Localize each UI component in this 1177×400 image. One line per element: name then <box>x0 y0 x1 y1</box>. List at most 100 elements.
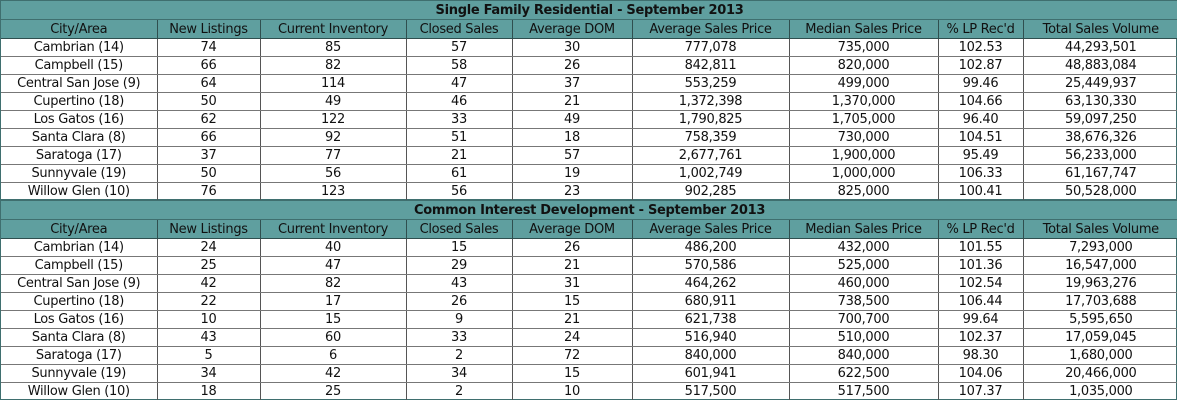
table-row: Central San Jose (9) 42 82 43 31 464,262 460,0… <box>1 274 1177 293</box>
value-cell: 25 <box>157 256 261 275</box>
table-row: Los Gatos (16) 10 15 9 21 621,738 700,700 99.64… <box>1 310 1177 329</box>
value-cell: 601,941 <box>632 364 790 383</box>
value-cell: 486,200 <box>632 238 790 257</box>
value-cell: 44,293,501 <box>1023 38 1177 57</box>
value-cell: 730,000 <box>789 128 939 147</box>
value-cell: 34 <box>406 364 513 383</box>
value-cell: 460,000 <box>789 274 939 293</box>
value-cell: 42 <box>157 274 261 293</box>
value-cell: 25 <box>260 382 407 400</box>
value-cell: 1,900,000 <box>789 146 939 165</box>
column-header: City/Area <box>1 19 158 39</box>
city-cell: Santa Clara (8) <box>1 128 158 147</box>
value-cell: 570,586 <box>632 256 790 275</box>
value-cell: 95.49 <box>938 146 1024 165</box>
value-cell: 26 <box>512 238 633 257</box>
table-row: Saratoga (17) 37 77 21 57 2,677,761 1,900,000 9… <box>1 146 1177 165</box>
value-cell: 59,097,250 <box>1023 110 1177 129</box>
table-row: Sunnyvale (19) 50 56 61 19 1,002,749 1,000,000… <box>1 164 1177 183</box>
data-table: Single Family Residential - September 20… <box>1 1 1177 200</box>
value-cell: 61,167,747 <box>1023 164 1177 183</box>
column-header: Total Sales Volume <box>1023 19 1177 39</box>
column-header: Median Sales Price <box>789 19 939 39</box>
value-cell: 106.33 <box>938 164 1024 183</box>
value-cell: 82 <box>260 274 407 293</box>
value-cell: 101.36 <box>938 256 1024 275</box>
value-cell: 48,883,084 <box>1023 56 1177 75</box>
column-header: Current Inventory <box>260 219 407 239</box>
value-cell: 26 <box>512 56 633 75</box>
value-cell: 49 <box>512 110 633 129</box>
value-cell: 40 <box>260 238 407 257</box>
value-cell: 38,676,326 <box>1023 128 1177 147</box>
city-cell: Campbell (15) <box>1 256 158 275</box>
table-row: Willow Glen (10) 76 123 56 23 902,285 825,000 1… <box>1 182 1177 200</box>
value-cell: 43 <box>406 274 513 293</box>
value-cell: 21 <box>512 256 633 275</box>
value-cell: 680,911 <box>632 292 790 311</box>
column-header: New Listings <box>157 219 261 239</box>
value-cell: 50 <box>157 92 261 111</box>
value-cell: 18 <box>512 128 633 147</box>
value-cell: 37 <box>157 146 261 165</box>
table-row: Campbell (15) 66 82 58 26 842,811 820,000 102.8… <box>1 56 1177 75</box>
value-cell: 98.30 <box>938 346 1024 365</box>
value-cell: 26 <box>406 292 513 311</box>
value-cell: 107.37 <box>938 382 1024 400</box>
header-row: City/Area New Listings Current Inventory Cl… <box>1 19 1177 39</box>
value-cell: 29 <box>406 256 513 275</box>
value-cell: 33 <box>406 110 513 129</box>
value-cell: 50 <box>157 164 261 183</box>
value-cell: 553,259 <box>632 74 790 93</box>
value-cell: 25,449,937 <box>1023 74 1177 93</box>
city-cell: Los Gatos (16) <box>1 310 158 329</box>
value-cell: 104.06 <box>938 364 1024 383</box>
value-cell: 57 <box>512 146 633 165</box>
value-cell: 62 <box>157 110 261 129</box>
value-cell: 43 <box>157 328 261 347</box>
city-cell: Cambrian (14) <box>1 238 158 257</box>
value-cell: 777,078 <box>632 38 790 57</box>
value-cell: 56,233,000 <box>1023 146 1177 165</box>
value-cell: 21 <box>512 92 633 111</box>
table-row: Willow Glen (10) 18 25 2 10 517,500 517,500 107… <box>1 382 1177 400</box>
value-cell: 63,130,330 <box>1023 92 1177 111</box>
city-cell: Sunnyvale (19) <box>1 364 158 383</box>
city-cell: Campbell (15) <box>1 56 158 75</box>
value-cell: 10 <box>157 310 261 329</box>
value-cell: 66 <box>157 56 261 75</box>
value-cell: 17,059,045 <box>1023 328 1177 347</box>
value-cell: 101.55 <box>938 238 1024 257</box>
value-cell: 104.51 <box>938 128 1024 147</box>
section-title: Single Family Residential - September 20… <box>1 1 1177 20</box>
value-cell: 19 <box>512 164 633 183</box>
value-cell: 842,811 <box>632 56 790 75</box>
value-cell: 2,677,761 <box>632 146 790 165</box>
value-cell: 24 <box>157 238 261 257</box>
table-row: Cupertino (18) 22 17 26 15 680,911 738,500 106.… <box>1 292 1177 311</box>
city-cell: Santa Clara (8) <box>1 328 158 347</box>
column-header: Total Sales Volume <box>1023 219 1177 239</box>
value-cell: 31 <box>512 274 633 293</box>
value-cell: 15 <box>406 238 513 257</box>
value-cell: 66 <box>157 128 261 147</box>
value-cell: 106.44 <box>938 292 1024 311</box>
value-cell: 5 <box>157 346 261 365</box>
value-cell: 16,547,000 <box>1023 256 1177 275</box>
city-cell: Central San Jose (9) <box>1 74 158 93</box>
city-cell: Central San Jose (9) <box>1 274 158 293</box>
value-cell: 517,500 <box>789 382 939 400</box>
table-row: Santa Clara (8) 43 60 33 24 516,940 510,000 102… <box>1 328 1177 347</box>
value-cell: 114 <box>260 74 407 93</box>
value-cell: 76 <box>157 182 261 200</box>
city-cell: Saratoga (17) <box>1 146 158 165</box>
value-cell: 104.66 <box>938 92 1024 111</box>
value-cell: 15 <box>512 364 633 383</box>
value-cell: 18 <box>157 382 261 400</box>
value-cell: 738,500 <box>789 292 939 311</box>
value-cell: 2 <box>406 382 513 400</box>
value-cell: 64 <box>157 74 261 93</box>
value-cell: 21 <box>512 310 633 329</box>
value-cell: 96.40 <box>938 110 1024 129</box>
